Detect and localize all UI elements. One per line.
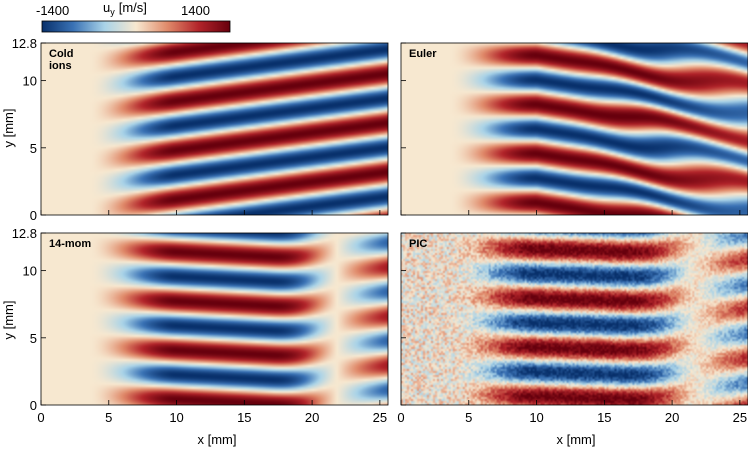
y-tick-label: 0: [30, 208, 37, 223]
colorbar-title-base: u: [103, 0, 110, 15]
y-tick-label: 5: [30, 141, 37, 156]
panel-euler: Euler: [400, 42, 748, 216]
panel-frame: [400, 42, 748, 216]
heatmap-image: [41, 43, 388, 215]
x-tick-label: 5: [465, 410, 472, 425]
y-tick-label: 10: [23, 74, 37, 89]
x-tick-label: 20: [305, 410, 319, 425]
x-tick-label: 0: [37, 410, 44, 425]
panel-label-pic: PIC: [409, 238, 427, 250]
panel-label-cold: Cold: [49, 48, 73, 60]
colorbar-max-label: 1400: [181, 3, 210, 18]
panel-pic: PIC: [400, 232, 748, 406]
heatmap-image: [41, 233, 388, 405]
x-tick-label: 10: [169, 410, 183, 425]
x-tick-label: 15: [597, 410, 611, 425]
y-tick-label: 0: [30, 398, 37, 413]
y-axis-title-bottom: y [mm]: [1, 301, 16, 340]
panel-mom14: 14-mom: [40, 232, 389, 406]
y-tick-label: 12.8: [12, 226, 37, 241]
colorbar-bar: [41, 20, 231, 33]
panel-frame: [400, 232, 748, 406]
x-tick-label: 0: [397, 410, 404, 425]
panel-frame: [40, 42, 389, 216]
x-tick-label: 25: [373, 410, 387, 425]
y-axis-title-top: y [mm]: [1, 109, 16, 148]
heatmap-image: [401, 233, 748, 405]
x-tick-label: 5: [105, 410, 112, 425]
panel-label-mom14: 14-mom: [49, 238, 91, 250]
x-tick-label: 25: [733, 410, 747, 425]
x-tick-label: 15: [237, 410, 251, 425]
y-tick-label: 12.8: [12, 36, 37, 51]
panel-frame: [40, 232, 389, 406]
y-tick-label: 10: [23, 264, 37, 279]
colorbar-title-sub: y: [110, 7, 115, 17]
x-axis-title-right: x [mm]: [557, 432, 596, 447]
axes: y [mm] y [mm] x [mm] x [mm] 0 5 10 12.8 0 5 10…: [1, 36, 747, 447]
x-axis-title-left: x [mm]: [198, 432, 237, 447]
colorbar-title-unit: [m/s]: [119, 0, 147, 15]
heatmap-image: [401, 43, 748, 215]
colorbar: -1400 uy [m/s] 1400: [36, 0, 231, 33]
x-tick-label: 20: [665, 410, 679, 425]
colorbar-min-label: -1400: [36, 3, 69, 18]
x-tick-label: 10: [529, 410, 543, 425]
y-tick-label: 5: [30, 331, 37, 346]
panel-label-cold: ions: [49, 60, 72, 72]
panel-label-euler: Euler: [409, 48, 437, 60]
colorbar-title: uy [m/s]: [103, 0, 147, 17]
